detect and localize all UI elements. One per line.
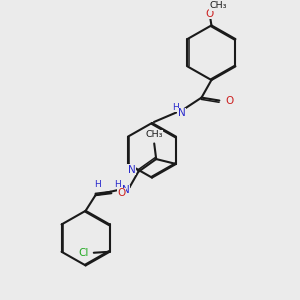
Text: CH₃: CH₃ bbox=[210, 2, 227, 10]
Text: CH₃: CH₃ bbox=[146, 130, 163, 139]
Text: O: O bbox=[205, 9, 214, 19]
Text: N: N bbox=[122, 185, 129, 195]
Text: H: H bbox=[94, 180, 101, 189]
Text: H: H bbox=[114, 180, 121, 189]
Text: H: H bbox=[172, 103, 179, 112]
Text: N: N bbox=[178, 108, 186, 118]
Text: N: N bbox=[128, 165, 135, 175]
Text: Cl: Cl bbox=[79, 248, 89, 258]
Text: O: O bbox=[225, 95, 233, 106]
Text: O: O bbox=[117, 188, 125, 198]
